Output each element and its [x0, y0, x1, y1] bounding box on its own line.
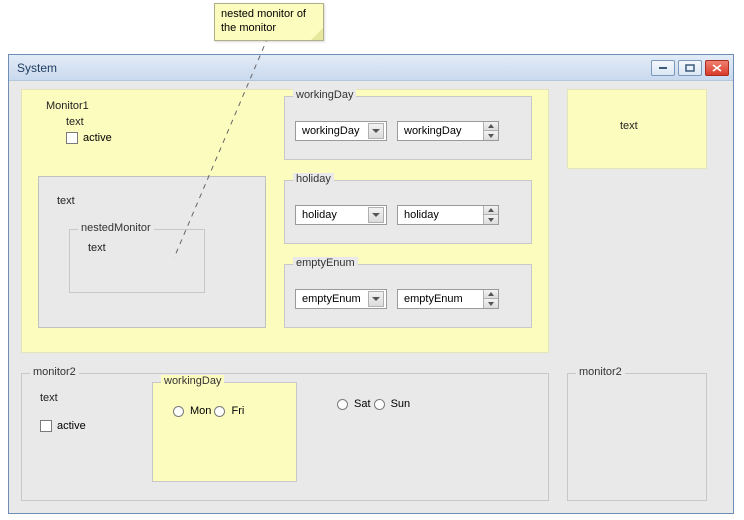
enum-column: workingDay workingDay workingDay [284, 96, 532, 328]
monitor2-text-label: text [40, 392, 58, 404]
titlebar: System [9, 55, 733, 81]
checkbox-box [40, 420, 52, 432]
radio-sun[interactable]: Sun [374, 398, 411, 410]
monitor2-right-group: monitor2 [567, 373, 707, 501]
combo-value: workingDay [302, 125, 359, 137]
right-yellow-panel: text [567, 89, 707, 169]
checkbox-box [66, 132, 78, 144]
client-area: Monitor1 text active text nestedMonitor … [9, 81, 733, 513]
combo-holiday[interactable]: holiday [295, 205, 387, 225]
enum-group-emptyenum: emptyEnum emptyEnum emptyEnum [284, 264, 532, 328]
window-system: System Monitor1 text active text nestedM… [8, 54, 734, 514]
nested-monitor-legend: nestedMonitor [78, 222, 154, 234]
monitor1-panel: Monitor1 text active text nestedMonitor … [21, 89, 549, 353]
inner-text-label: text [57, 195, 75, 207]
enum-legend-workingday: workingDay [293, 89, 356, 101]
radio-sat[interactable]: Sat [337, 398, 371, 410]
minimize-button[interactable] [651, 60, 675, 76]
checkbox-label: active [57, 420, 86, 432]
enum-legend-holiday: holiday [293, 173, 334, 185]
spinner-value: workingDay [404, 125, 461, 137]
monitor1-active-checkbox[interactable]: active [66, 132, 112, 144]
radio-dot [214, 406, 225, 417]
right-text-label: text [620, 120, 638, 132]
spin-down-icon[interactable] [484, 299, 498, 308]
combo-workingday[interactable]: workingDay [295, 121, 387, 141]
spinner-workingday[interactable]: workingDay [397, 121, 499, 141]
callout-text: nested monitor of the monitor [221, 8, 306, 34]
monitor1-title: Monitor1 [46, 100, 89, 112]
workingday-radio-legend: workingDay [161, 375, 224, 387]
window-title: System [17, 61, 648, 75]
combo-emptyenum[interactable]: emptyEnum [295, 289, 387, 309]
checkbox-label: active [83, 132, 112, 144]
callout-note: nested monitor of the monitor [214, 3, 324, 41]
monitor2-legend: monitor2 [30, 366, 79, 378]
monitor2-right-legend: monitor2 [576, 366, 625, 378]
spinner-holiday[interactable]: holiday [397, 205, 499, 225]
spinner-emptyenum[interactable]: emptyEnum [397, 289, 499, 309]
chevron-down-icon [368, 291, 384, 307]
radio-label: Mon [190, 405, 211, 417]
radio-column-2: Sat Sun [337, 398, 410, 424]
spin-up-icon[interactable] [484, 290, 498, 299]
enum-legend-emptyenum: emptyEnum [293, 257, 358, 269]
combo-value: emptyEnum [302, 293, 361, 305]
radio-dot [337, 399, 348, 410]
chevron-down-icon [368, 207, 384, 223]
monitor2-active-checkbox[interactable]: active [40, 420, 86, 432]
workingday-radio-group: workingDay Mon Fri [152, 382, 297, 482]
close-button[interactable] [705, 60, 729, 76]
maximize-button[interactable] [678, 60, 702, 76]
spin-up-icon[interactable] [484, 206, 498, 215]
spinner-value: holiday [404, 209, 439, 221]
chevron-down-icon [368, 123, 384, 139]
spinner-value: emptyEnum [404, 293, 463, 305]
enum-group-holiday: holiday holiday holiday [284, 180, 532, 244]
nested-text-label: text [88, 242, 106, 254]
radio-fri[interactable]: Fri [214, 405, 244, 417]
radio-mon[interactable]: Mon [173, 405, 211, 417]
radio-label: Sat [354, 398, 371, 410]
radio-dot [173, 406, 184, 417]
monitor2-group: monitor2 text active workingDay Mon Fri [21, 373, 549, 501]
spin-up-icon[interactable] [484, 122, 498, 131]
radio-dot [374, 399, 385, 410]
monitor1-inner-panel: text nestedMonitor text [38, 176, 266, 328]
monitor1-text-label: text [66, 116, 84, 128]
radio-label: Fri [231, 405, 244, 417]
enum-group-workingday: workingDay workingDay workingDay [284, 96, 532, 160]
nested-monitor-group: nestedMonitor text [69, 229, 205, 293]
combo-value: holiday [302, 209, 337, 221]
spin-down-icon[interactable] [484, 215, 498, 224]
radio-label: Sun [391, 398, 411, 410]
spin-down-icon[interactable] [484, 131, 498, 140]
